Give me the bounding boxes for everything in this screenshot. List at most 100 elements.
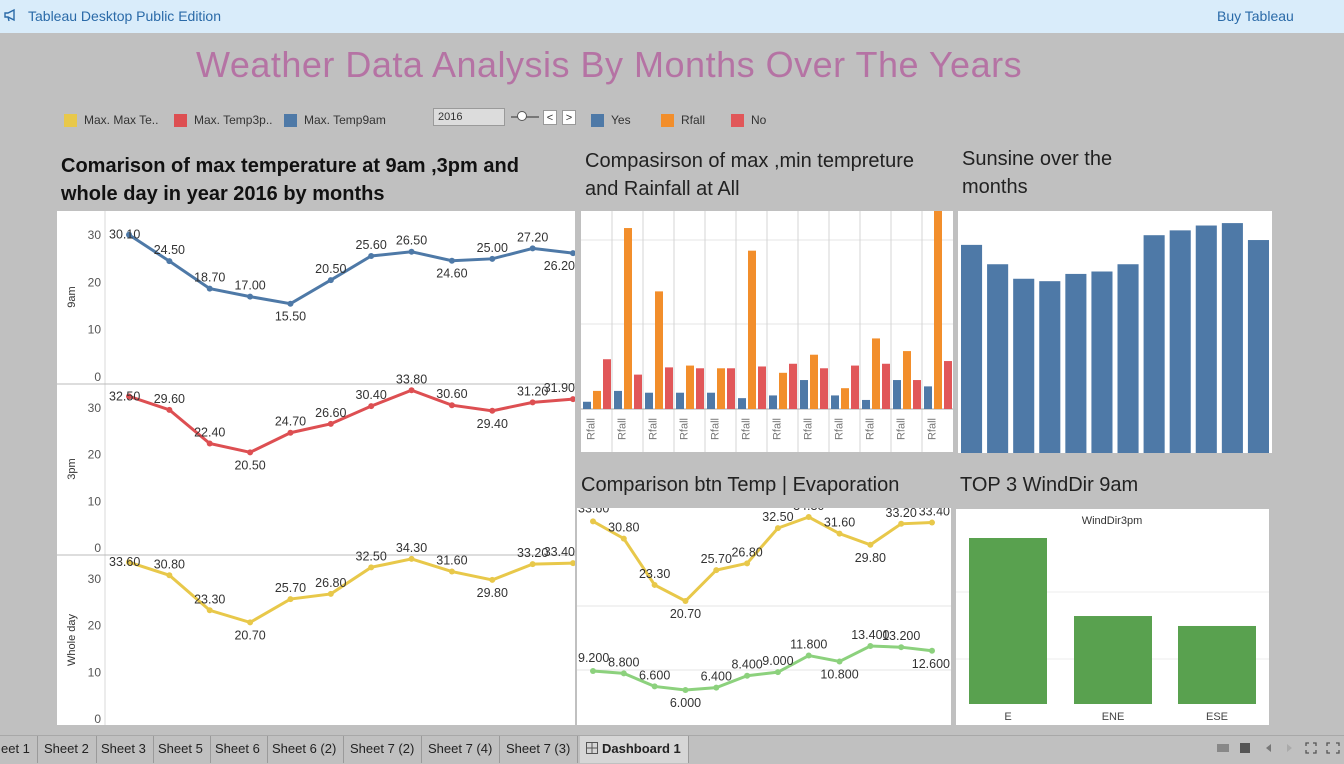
- data-label: 25.70: [701, 552, 732, 566]
- data-point: [408, 387, 415, 394]
- wind-panel: WindDir3pm E ENE ESE: [956, 509, 1269, 725]
- legend-item-max-temp9am[interactable]: Max. Temp9am: [284, 113, 386, 127]
- data-point: [774, 525, 781, 532]
- data-label: 13.200: [882, 629, 920, 643]
- bar-rfall: [779, 372, 787, 409]
- year-next-button[interactable]: >: [562, 110, 576, 125]
- rain-panel: Rfall Rfall Rfall Rfall Rfall Rfall Rfall Rfall…: [581, 209, 953, 452]
- legend-item-no[interactable]: No: [731, 113, 766, 127]
- data-point: [489, 407, 496, 414]
- tab-sheet-7-3[interactable]: Sheet 7 (3): [499, 736, 579, 763]
- data-point: [368, 252, 375, 259]
- data-label: 20.50: [315, 262, 346, 276]
- presentation-mode-icon[interactable]: [1326, 742, 1340, 754]
- data-point: [489, 255, 496, 262]
- data-label: 33.60: [578, 508, 609, 515]
- y-axis-title-3pm: 3pm: [66, 458, 78, 479]
- sunshine-bar: [987, 264, 1009, 453]
- category-label: Rfall: [927, 418, 939, 440]
- sunshine-bar: [1091, 271, 1113, 453]
- data-label: 30.10: [109, 228, 140, 242]
- data-label: 26.80: [315, 576, 346, 590]
- show-tabs-icon[interactable]: [1239, 742, 1251, 754]
- legend-label: Yes: [611, 113, 631, 127]
- data-label: 26.50: [396, 234, 427, 248]
- data-point: [774, 669, 781, 676]
- data-point: [898, 644, 905, 651]
- category-label: Rfall: [803, 418, 815, 440]
- bar-rfall: [655, 291, 663, 409]
- legend-item-rfall[interactable]: Rfall: [661, 113, 705, 127]
- data-label: 11.800: [790, 638, 827, 652]
- tab-sheet-6[interactable]: Sheet 6: [208, 736, 268, 763]
- data-label: 17.00: [234, 279, 265, 293]
- data-point: [529, 561, 536, 568]
- bar-yes: [800, 380, 808, 409]
- tab-sheet-2[interactable]: Sheet 2: [37, 736, 97, 763]
- tab-sheet-3[interactable]: Sheet 3: [94, 736, 154, 763]
- y-tick-label: 20: [88, 275, 102, 289]
- tab-sheet-7-2[interactable]: Sheet 7 (2): [343, 736, 423, 763]
- legend-item-max-temp3pm[interactable]: Max. Temp3p..: [174, 113, 272, 127]
- data-label: 31.60: [436, 554, 467, 568]
- temp-panel: 0 10 20 30 9am 30.10 24.50 18.70 17.00 15.50 20.50…: [57, 211, 576, 726]
- data-point: [651, 683, 658, 690]
- data-label: 33.40: [919, 508, 950, 519]
- show-filmstrip-icon[interactable]: [1216, 742, 1230, 754]
- fullscreen-icon[interactable]: [1305, 742, 1317, 754]
- data-label: 23.30: [194, 592, 225, 606]
- top-bar: Tableau Desktop Public Edition Buy Table…: [0, 0, 1344, 33]
- sunshine-bar: [1221, 223, 1243, 453]
- tab-dashboard-1[interactable]: Dashboard 1: [580, 736, 689, 763]
- legend-swatch: [64, 113, 77, 127]
- data-label: 20.50: [234, 458, 265, 472]
- data-label: 22.40: [194, 425, 225, 439]
- tab-sheet-1[interactable]: eet 1: [0, 736, 38, 763]
- data-label: 30.60: [436, 387, 467, 401]
- winddir-bar-chart: WindDir3pm E ENE ESE: [956, 515, 1269, 723]
- sun-panel: [958, 211, 1272, 453]
- winddir-bar: [969, 538, 1047, 704]
- sunshine-bar: [1013, 278, 1035, 453]
- data-label: 25.60: [356, 238, 387, 252]
- data-point: [206, 607, 213, 614]
- data-point: [570, 250, 576, 257]
- tab-sheet-5[interactable]: Sheet 5: [151, 736, 211, 763]
- y-tick-label: 20: [88, 448, 102, 462]
- rain-chart-title: Compasirson of max ,min tempreture and R…: [585, 150, 915, 200]
- data-point: [836, 530, 843, 537]
- data-point: [590, 667, 596, 674]
- tab-sheet-6-2[interactable]: Sheet 6 (2): [265, 736, 345, 763]
- scroll-right-icon[interactable]: [1285, 742, 1295, 754]
- data-label: 18.70: [194, 271, 225, 285]
- tab-sheet-7-4[interactable]: Sheet 7 (4): [421, 736, 501, 763]
- bar-no: [603, 359, 611, 409]
- data-point: [713, 567, 720, 574]
- data-label: 8.800: [608, 655, 639, 669]
- year-prev-button[interactable]: <: [543, 110, 557, 125]
- year-filter-input[interactable]: 2016: [433, 108, 505, 126]
- category-label: Rfall: [772, 418, 784, 440]
- data-label: 6.400: [701, 670, 732, 684]
- data-point: [448, 257, 455, 264]
- bar-no: [851, 365, 859, 409]
- legend-item-max-max-temp[interactable]: Max. Max Te..: [64, 113, 158, 127]
- data-point: [713, 684, 720, 691]
- data-point: [805, 514, 812, 520]
- data-point: [570, 560, 576, 567]
- buy-tableau-link[interactable]: Buy Tableau: [1217, 8, 1294, 24]
- data-point: [206, 285, 213, 292]
- bar-no: [944, 361, 952, 409]
- bar-rfall: [903, 351, 911, 409]
- category-label: E: [1004, 711, 1011, 723]
- data-label: 27.20: [517, 230, 548, 244]
- bar-rfall: [934, 209, 942, 409]
- bar-no: [665, 367, 673, 409]
- data-label: 26.80: [731, 545, 762, 559]
- scroll-left-icon[interactable]: [1263, 742, 1273, 754]
- legend-item-yes[interactable]: Yes: [591, 113, 631, 127]
- year-slider-handle[interactable]: [517, 111, 527, 121]
- legend-swatch: [591, 113, 604, 127]
- bar-yes: [924, 386, 932, 409]
